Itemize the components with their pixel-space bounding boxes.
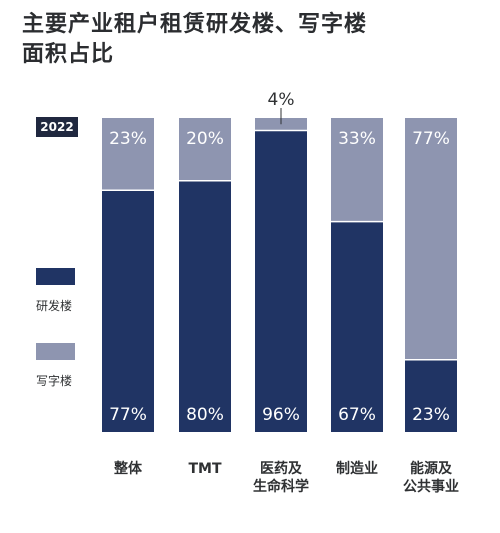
legend-label-rd: 研发楼 <box>36 299 73 313</box>
category-label-2: 医药及 生命科学 <box>236 460 326 496</box>
legend-label-office: 写字楼 <box>36 374 73 388</box>
chart-title-line-2: 面积占比 <box>22 42 115 67</box>
value-label-rd-2: 96% <box>262 405 300 425</box>
legend-swatch-office <box>36 343 75 360</box>
value-label-rd-1: 80% <box>186 405 224 425</box>
category-label-3-line-0: 制造业 <box>336 461 378 477</box>
value-label-office-1: 20% <box>186 129 224 149</box>
bar-office-1 <box>179 118 231 181</box>
category-label-0: 整体 <box>83 460 173 478</box>
legend-swatch-rd <box>36 268 75 285</box>
category-label-1-line-0: TMT <box>188 461 222 477</box>
category-label-2-line-1: 生命科学 <box>253 479 309 495</box>
chart-title: 主要产业租户租赁研发楼、写字楼 面积占比 <box>22 10 462 70</box>
value-label-office-4: 77% <box>412 129 450 149</box>
chart-title-line-1: 主要产业租户租赁研发楼、写字楼 <box>22 12 368 37</box>
bar-rd-0 <box>102 190 154 432</box>
category-label-3: 制造业 <box>312 460 402 478</box>
bar-office-3 <box>331 118 383 222</box>
bar-rd-3 <box>331 221 383 432</box>
category-label-1: TMT <box>160 460 250 478</box>
value-label-office-2: 4% <box>268 90 295 110</box>
value-label-office-3: 33% <box>338 129 376 149</box>
bar-rd-1 <box>179 180 231 432</box>
bar-rd-2 <box>255 130 307 432</box>
category-label-4: 能源及 公共事业 <box>386 460 476 496</box>
value-label-rd-3: 67% <box>338 405 376 425</box>
category-label-2-line-0: 医药及 <box>260 461 302 477</box>
category-label-0-line-0: 整体 <box>114 461 142 477</box>
bar-office-0 <box>102 118 154 191</box>
bar-rd-4 <box>405 359 457 432</box>
bar-office-4 <box>405 118 457 360</box>
value-label-rd-0: 77% <box>109 405 147 425</box>
value-label-rd-4: 23% <box>412 405 450 425</box>
category-label-4-line-0: 能源及 <box>410 461 452 477</box>
value-label-office-0: 23% <box>109 129 147 149</box>
year-badge: 2022 <box>36 117 78 137</box>
category-label-4-line-1: 公共事业 <box>403 479 459 495</box>
